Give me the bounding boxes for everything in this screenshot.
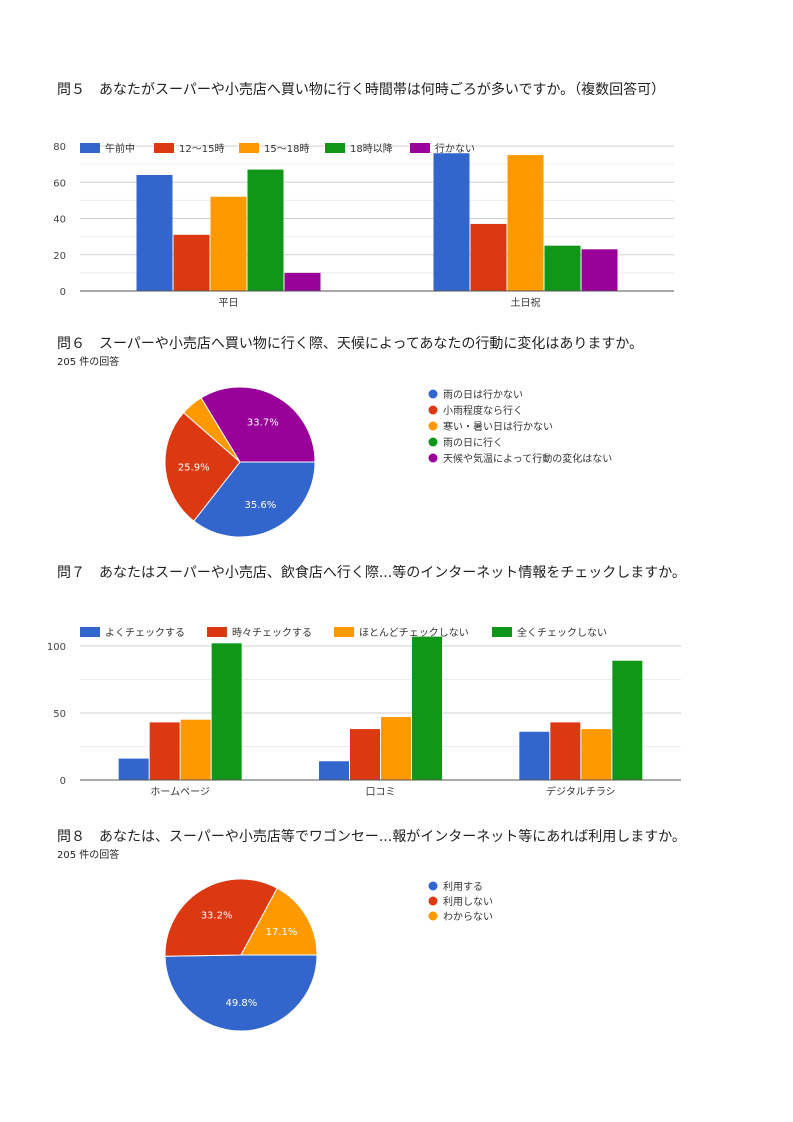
legend-swatch <box>80 143 100 153</box>
pie-slice <box>193 461 316 538</box>
bar <box>412 636 442 780</box>
legend-label: 12〜15時 <box>179 143 224 155</box>
y-tick-label: 0 <box>60 287 66 298</box>
legend-dot <box>428 437 438 447</box>
q6-response-count: 205 件の回答 <box>57 357 120 368</box>
legend-swatch <box>207 627 227 637</box>
pie-slice <box>200 386 316 463</box>
legend-dot <box>428 896 438 906</box>
x-tick-label: 平日 <box>219 298 239 309</box>
q6-title: 問６ スーパーや小売店へ買い物に行く際、天候によってあなたの行動に変化はあります… <box>57 336 644 352</box>
pie-slice <box>164 411 241 522</box>
bar <box>519 731 550 780</box>
bar <box>507 155 544 291</box>
legend-label: よくチェックする <box>105 627 185 639</box>
legend-label: 15〜18時 <box>264 143 309 155</box>
y-tick-label: 0 <box>60 776 66 787</box>
q7-bar-chart: 0 50 100 ホームページ 口コミ デジタルチラシ よくチェックする 時々チェックする ほと… <box>47 626 681 798</box>
legend-label: 行かない <box>435 142 475 155</box>
slice-label: 25.9% <box>178 462 210 473</box>
legend-swatch <box>410 143 430 153</box>
pie-slice <box>164 954 318 1032</box>
q6-pie-chart: 35.6% 25.9% 33.7% 雨の日は行かない小雨程度なら行く寒い・暑い日は行か… <box>164 386 612 538</box>
pie-slice <box>164 878 278 957</box>
legend-label: 小雨程度なら行く <box>443 404 523 417</box>
x-tick-label: デジタルチラシ <box>546 785 616 798</box>
q5-title: 問５ あなたがスーパーや小売店へ買い物に行く時間帯は何時ごろが多いですか。（複数… <box>57 82 666 98</box>
bar <box>284 272 321 291</box>
legend-label: 利用する <box>443 881 483 893</box>
legend-label: 寒い・暑い日は行かない <box>443 420 553 433</box>
bar <box>173 234 210 291</box>
bar <box>118 758 149 780</box>
y-tick-label: 60 <box>53 178 66 189</box>
bar <box>433 153 470 291</box>
bar <box>136 175 173 291</box>
y-tick-label: 20 <box>53 251 66 262</box>
x-tick-label: ホームページ <box>150 786 210 798</box>
legend-label: 18時以降 <box>350 142 393 155</box>
bar <box>612 660 643 780</box>
bar <box>581 249 618 291</box>
bar <box>149 722 180 780</box>
q5-bar-chart: 0 20 40 60 80 平日 土日祝 午前中 12〜15時 15〜18時 18時以降 行かない <box>53 142 674 309</box>
legend-label: 雨の日は行かない <box>443 388 523 401</box>
legend-label: 午前中 <box>105 142 135 155</box>
q8-title: 問８ あなたは、スーパーや小売店等でワゴンセー...報がインターネット等にあれば… <box>57 829 686 845</box>
legend-dot <box>428 911 438 921</box>
slice-label: 35.6% <box>244 500 276 511</box>
bar <box>350 729 380 780</box>
legend-label: 天候や気温によって行動の変化はない <box>443 452 612 465</box>
legend-swatch <box>492 627 512 637</box>
y-tick-label: 80 <box>53 142 66 153</box>
legend-label: 雨の日に行く <box>443 436 503 449</box>
legend-dot <box>428 421 438 431</box>
slice-label: 33.7% <box>247 417 279 428</box>
pie-slice <box>240 887 318 956</box>
y-tick-label: 50 <box>53 709 66 720</box>
bar <box>319 761 349 780</box>
legend-label: 利用しない <box>443 896 493 908</box>
legend-dot <box>428 881 438 891</box>
y-tick-label: 40 <box>53 215 66 226</box>
x-tick-label: 口コミ <box>366 787 396 798</box>
bar <box>210 196 247 291</box>
bar <box>381 717 411 780</box>
q8-response-count: 205 件の回答 <box>57 850 120 861</box>
bar <box>550 722 581 780</box>
legend-swatch <box>80 627 100 637</box>
bar <box>470 223 507 291</box>
legend-swatch <box>334 627 354 637</box>
legend-dot <box>428 405 438 415</box>
legend-swatch <box>239 143 259 153</box>
bar <box>180 719 211 780</box>
bar <box>581 729 612 780</box>
legend-label: ほとんどチェックしない <box>359 627 469 639</box>
legend-label: 時々チェックする <box>232 627 312 639</box>
slice-label: 17.1% <box>266 927 298 938</box>
legend-dot <box>428 389 438 399</box>
bar <box>211 643 242 780</box>
slice-label: 33.2% <box>201 911 233 922</box>
legend-dot <box>428 453 438 463</box>
legend-swatch <box>325 143 345 153</box>
x-tick-label: 土日祝 <box>511 296 541 309</box>
legend-label: 全くチェックしない <box>517 626 607 639</box>
legend-swatch <box>154 143 174 153</box>
bar <box>247 169 284 291</box>
legend-label: わからない <box>443 911 493 923</box>
bar <box>544 245 581 291</box>
y-tick-label: 100 <box>47 642 66 653</box>
slice-label: 49.8% <box>225 998 257 1009</box>
q7-title: 問７ あなたはスーパーや小売店、飲食店へ行く際...等のインターネット情報をチェ… <box>57 565 686 581</box>
